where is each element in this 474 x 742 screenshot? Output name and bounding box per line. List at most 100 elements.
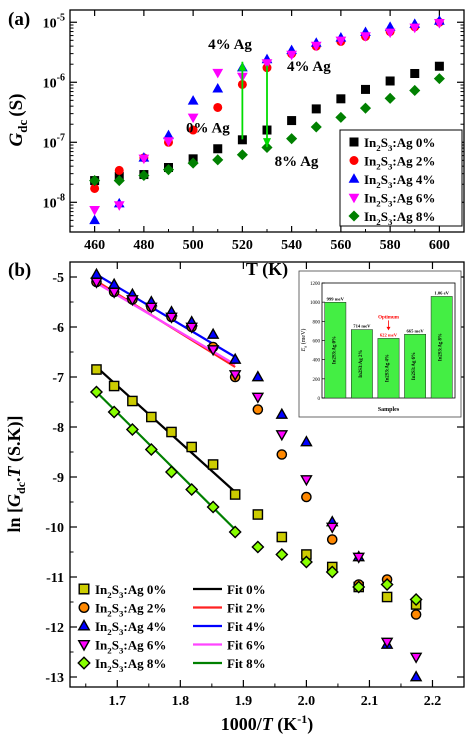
point-inverted-triangle — [163, 137, 174, 147]
fit-line — [95, 366, 236, 493]
point-triangle — [300, 435, 313, 447]
point-square — [252, 509, 264, 520]
legend-label-s2: 3 — [119, 646, 124, 656]
point-inverted-triangle — [145, 302, 158, 314]
legend-label-pre: In — [95, 619, 108, 634]
point-inverted-triangle — [384, 28, 396, 39]
point-square — [276, 531, 288, 543]
legend-marker — [78, 583, 90, 595]
legend-label-s1: 2 — [376, 143, 381, 153]
legend-fit-label: Fit 2% — [227, 601, 266, 616]
point-square — [229, 489, 241, 500]
inset-bar-value: 714 meV — [353, 324, 371, 329]
point-diamond — [138, 169, 150, 182]
inset-bar-value: 622 meV — [380, 332, 398, 337]
inset-y-tick-label: 400 — [313, 359, 321, 364]
inset-bar-label: In2S3:Ag 6% — [412, 352, 417, 380]
point-diamond — [236, 149, 248, 161]
x-tick-label: 500 — [183, 238, 204, 253]
point-square — [336, 94, 346, 104]
legend-label: In2S3:Ag 2% — [95, 601, 166, 619]
inset-y-tick-label: 1000 — [310, 301, 321, 306]
point-inverted-triangle — [335, 36, 347, 47]
panel-a-xlabel: T (K) — [246, 259, 288, 280]
legend-label-post: :Ag 8% — [392, 209, 435, 224]
legend-label: In2S3:Ag 8% — [364, 209, 435, 227]
point-inverted-triangle — [300, 475, 313, 487]
legend-label-s1: 2 — [107, 609, 112, 619]
inset-bar-label: In2S3:Ag 8% — [439, 333, 444, 361]
point-square — [166, 426, 177, 438]
x-tick-label: 460 — [84, 238, 105, 253]
panel-b-ylabel: ln [Gdc.T (S.K)] — [4, 415, 28, 532]
point-diamond — [206, 500, 220, 514]
legend-label: In2S3:Ag 8% — [95, 656, 166, 674]
arrow-head — [263, 138, 271, 148]
point-diamond — [299, 555, 313, 569]
point-triangle — [409, 670, 423, 682]
point-inverted-triangle — [261, 59, 273, 69]
point-square — [127, 395, 138, 407]
annotation-label: 4% Ag — [208, 37, 252, 53]
y-tick-label: -11 — [46, 571, 64, 586]
point-triangle — [89, 214, 101, 225]
legend-label-post: :Ag 8% — [123, 656, 166, 671]
optimum-arrow-head — [386, 326, 391, 331]
legend-label-mid: S — [381, 191, 388, 206]
point-triangle — [251, 370, 265, 382]
point-inverted-triangle — [228, 370, 242, 382]
legend-label-post: :Ag 2% — [123, 601, 166, 616]
inset-bar — [430, 296, 453, 399]
panel-b-plot-area — [69, 261, 465, 688]
point-diamond — [433, 73, 445, 85]
point-diamond — [89, 175, 101, 187]
y-tick-label: 10-5 — [43, 12, 65, 31]
legend-label-post: :Ag 0% — [392, 135, 435, 150]
point-inverted-triangle — [90, 277, 103, 289]
y-tick-exp: -8 — [57, 192, 65, 203]
legend-marker — [77, 639, 91, 652]
y-tick-label: 10-6 — [43, 72, 65, 91]
legend-label-pre: In — [364, 154, 377, 169]
point-inverted-triangle — [286, 50, 298, 61]
x-tick-label: 1.8 — [172, 694, 190, 709]
point-diamond — [113, 175, 125, 187]
point-square — [434, 61, 444, 71]
point-circle — [410, 609, 422, 620]
inset-bar — [324, 302, 347, 399]
y-tick-base: 10 — [43, 16, 57, 31]
y-tick-label: -10 — [45, 521, 64, 536]
legend-label-s2: 3 — [388, 143, 393, 153]
inset-bar-value: 1.06 eV — [434, 290, 449, 295]
point-diamond — [310, 121, 322, 133]
panel-b-legend: In2S3:Ag 0% Fit 0%In2S3:Ag 2% Fit 2%In2S3:… — [77, 582, 266, 674]
point-diamond — [212, 154, 224, 166]
point-diamond — [275, 547, 289, 562]
point-diamond — [251, 540, 265, 554]
y-tick-label: -5 — [52, 271, 64, 286]
inset-y-tick-label: 1200 — [310, 282, 321, 287]
point-inverted-triangle — [360, 32, 371, 42]
legend-label-pre: In — [95, 638, 108, 653]
arrow-head — [238, 61, 247, 71]
point-diamond — [409, 592, 423, 607]
legend-label-s1: 2 — [107, 590, 112, 600]
x-tick-label: 580 — [380, 238, 401, 253]
point-circle — [213, 102, 223, 112]
legend-label-mid: S — [112, 656, 119, 671]
inset-bar — [351, 329, 373, 399]
point-inverted-triangle — [409, 652, 423, 664]
point-square — [186, 441, 197, 453]
point-inverted-triangle — [310, 41, 322, 52]
inset-bar — [404, 334, 426, 399]
point-square — [146, 411, 157, 423]
y-tick-label: -7 — [52, 371, 64, 386]
legend-label-s2: 3 — [119, 609, 124, 619]
legend-label-mid: S — [381, 209, 388, 224]
point-diamond — [187, 157, 199, 169]
annotation-label: 8% Ag — [275, 154, 319, 170]
legend-label-s1: 2 — [107, 627, 112, 637]
legend-label-mid: S — [112, 582, 119, 597]
panel-a-annotations: 4% Ag 4% Ag 0% Ag 8% Ag — [186, 37, 331, 170]
